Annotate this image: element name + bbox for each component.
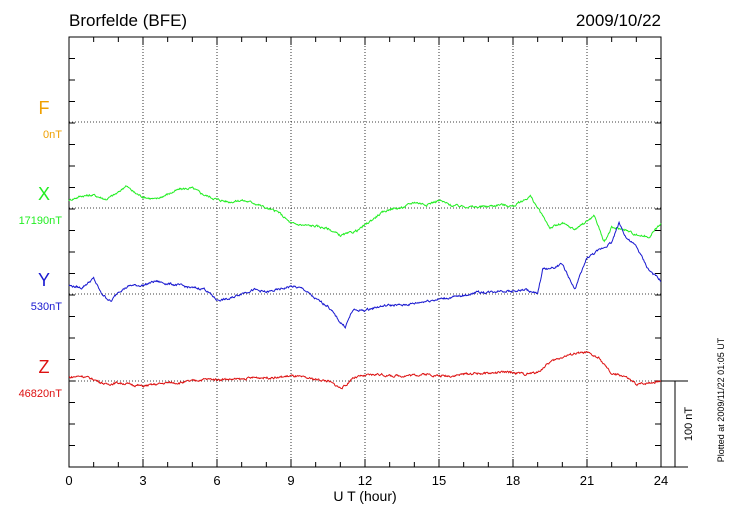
grid-lines [69,37,661,467]
series-line-x [68,185,662,243]
axis-ticks: 0 3 6 9 12 15 18 21 24 [65,36,668,488]
x-tick-label: 6 [213,473,220,488]
series-name-x: X [38,184,50,204]
plot-frame [68,36,662,468]
series-name-y: Y [38,270,50,290]
station-title: Brorfelde (BFE) [69,11,187,30]
series-baseline-x: 17190nT [19,215,63,227]
x-axis-title: U T (hour) [333,488,396,504]
series-baseline-f: 0nT [43,129,62,141]
x-tick-label: 15 [432,473,446,488]
series-lines [68,185,662,390]
series-line-z [68,351,662,390]
date-label: 2009/10/22 [576,11,661,30]
series-line-y [68,220,662,330]
scale-bar-label: 100 nT [683,407,695,442]
x-tick-label: 0 [65,473,72,488]
series-baseline-z: 46820nT [19,388,63,400]
series-name-z: Z [39,357,50,377]
series-name-f: F [39,98,50,118]
x-tick-label: 18 [506,473,520,488]
x-tick-label: 24 [654,473,668,488]
x-tick-label: 9 [287,473,294,488]
x-tick-label: 12 [358,473,372,488]
series-labels: F 0nT X 17190nT Y 530nT Z 46820nT [19,98,63,400]
x-tick-label: 21 [580,473,594,488]
plotted-timestamp: Plotted at 2009/11/22 01:05 UT [716,337,726,462]
x-tick-label: 3 [139,473,146,488]
scale-bar [661,380,688,468]
series-baseline-y: 530nT [31,301,62,313]
